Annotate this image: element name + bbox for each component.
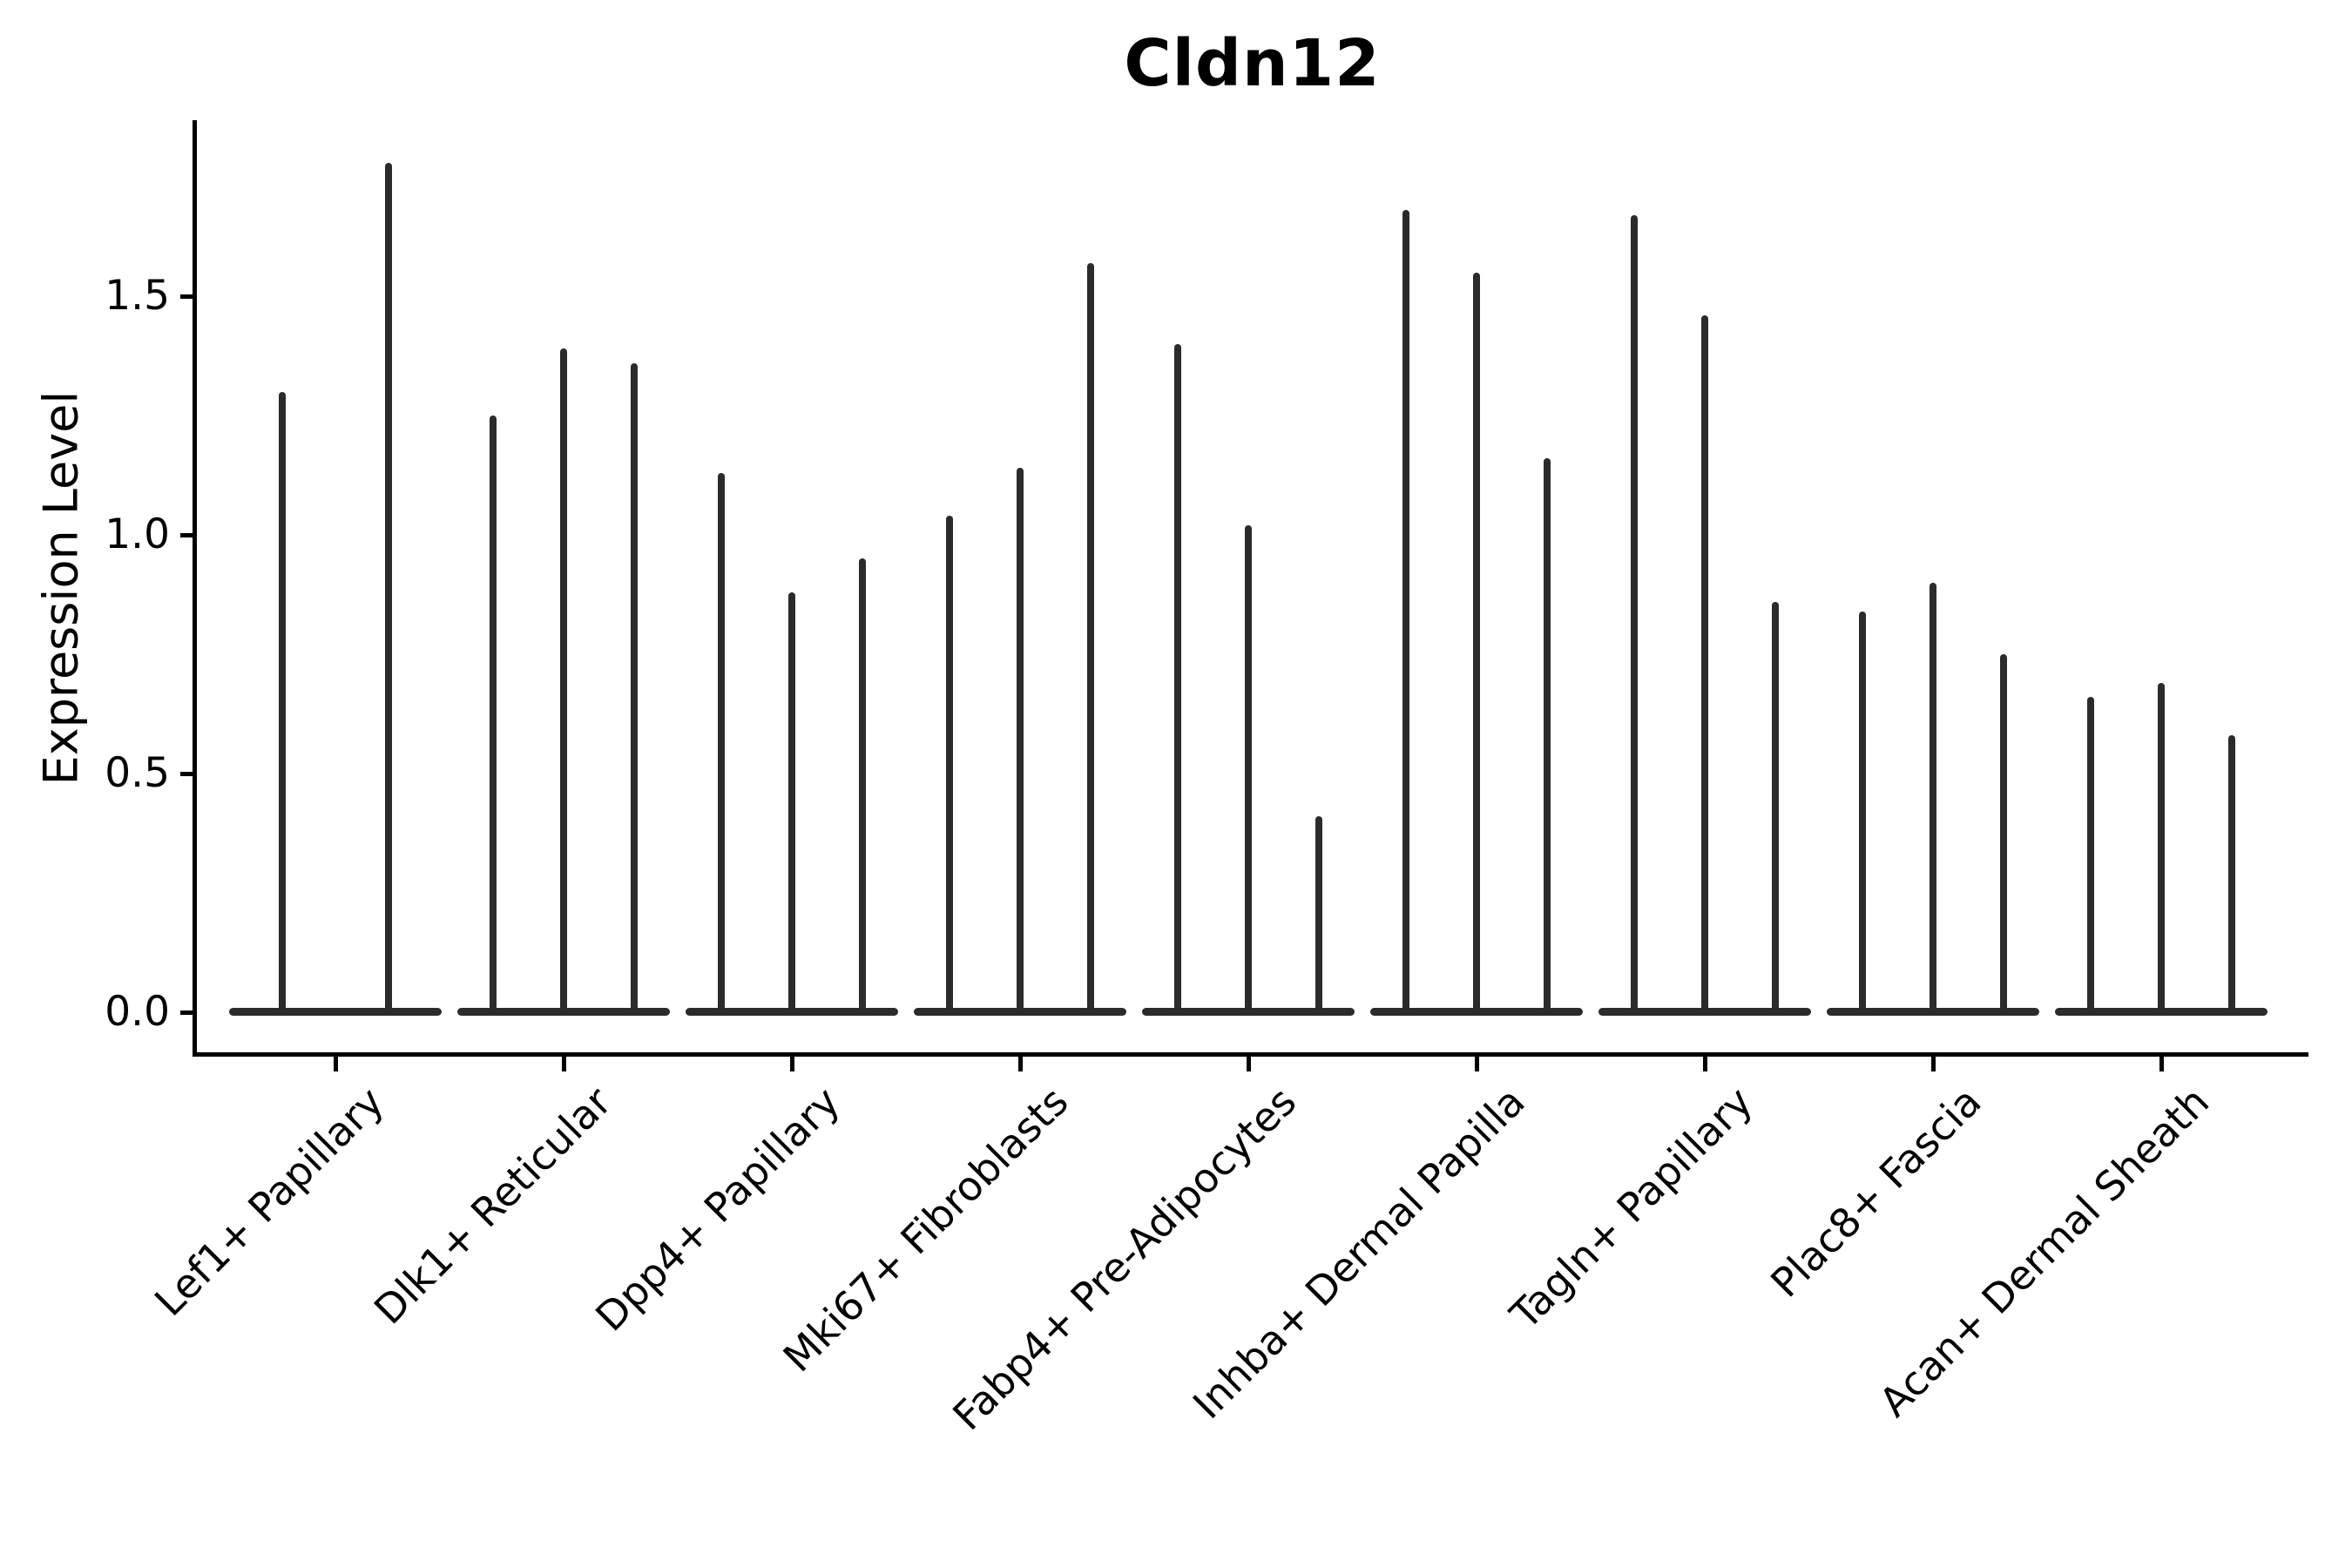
violin-spike	[946, 516, 953, 1016]
violin-spike	[1544, 458, 1551, 1016]
violin-spike	[560, 348, 567, 1016]
x-tick-mark	[790, 1054, 794, 1071]
violin-spike	[1701, 315, 1708, 1016]
chart-title: Cldn12	[1124, 26, 1381, 101]
y-axis-spine	[193, 120, 197, 1057]
violin-spike	[718, 473, 725, 1016]
x-tick-mark	[1931, 1054, 1936, 1071]
y-tick-mark	[180, 1010, 196, 1015]
violin-spike	[2158, 683, 2165, 1016]
violin-spike	[2087, 697, 2094, 1016]
violin-spike	[1174, 344, 1181, 1016]
violin-spike	[490, 416, 497, 1016]
x-tick-label: Plac8+ Fascia	[1761, 1078, 1990, 1307]
y-tick-mark	[180, 294, 196, 299]
violin-spike	[279, 392, 286, 1016]
y-tick-label: 1.5	[105, 272, 170, 320]
x-tick-mark	[2159, 1054, 2164, 1071]
violin-base	[229, 1008, 442, 1016]
x-tick-label: Dlk1+ Reticular	[365, 1078, 621, 1334]
x-tick-mark	[1475, 1054, 1479, 1071]
violin-spike	[631, 363, 638, 1016]
violin-spike	[1772, 602, 1779, 1016]
violin-spike	[1245, 525, 1252, 1016]
violin-spike	[859, 558, 866, 1016]
x-tick-mark	[1703, 1054, 1707, 1071]
x-tick-mark	[334, 1054, 338, 1071]
violin-spike	[385, 163, 392, 1016]
y-tick-label: 0.5	[105, 749, 170, 797]
violin-spike	[1631, 215, 1638, 1016]
x-tick-label: Dpp4+ Papillary	[586, 1078, 849, 1341]
violin-spike	[2000, 654, 2007, 1016]
violin-spike	[2228, 735, 2235, 1016]
x-tick-mark	[1018, 1054, 1023, 1071]
violin-spike	[1402, 210, 1409, 1016]
violin-spike	[1473, 273, 1480, 1016]
violin-spike	[1315, 816, 1322, 1016]
violin-spike	[788, 592, 795, 1016]
y-tick-label: 1.0	[105, 510, 170, 558]
x-tick-mark	[1247, 1054, 1251, 1071]
y-tick-label: 0.0	[105, 988, 170, 1036]
violin-spike	[1017, 468, 1024, 1016]
x-tick-mark	[562, 1054, 566, 1071]
violin-spike	[1087, 263, 1094, 1016]
y-tick-mark	[180, 533, 196, 537]
violin-spike	[1930, 583, 1936, 1016]
x-tick-label: Tagln+ Papillary	[1501, 1078, 1762, 1339]
violin-spike	[1859, 612, 1866, 1016]
x-tick-label: Lef1+ Papillary	[145, 1078, 393, 1326]
y-tick-mark	[180, 772, 196, 776]
